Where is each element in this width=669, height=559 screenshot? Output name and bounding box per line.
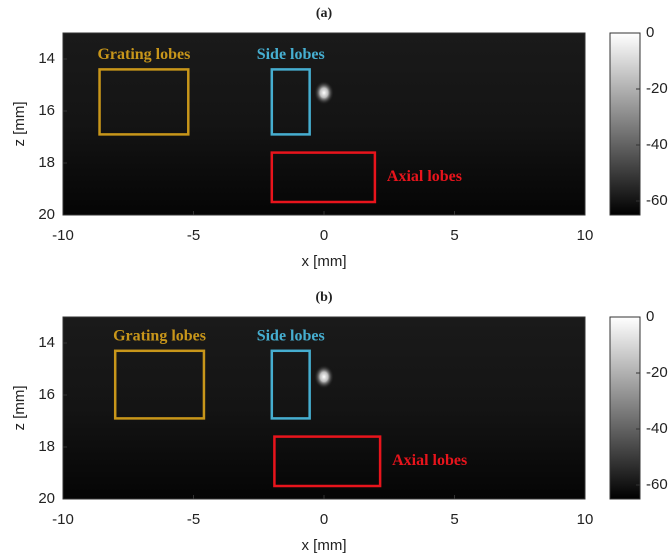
x-tick-label: 5 (450, 511, 458, 528)
colorbar-tick-label: -20 (646, 80, 668, 97)
annotation-label: Side lobes (257, 327, 325, 344)
y-tick-label: 18 (38, 154, 55, 171)
annotation-label: Grating lobes (113, 327, 206, 344)
y-axis-label: z [mm] (11, 102, 28, 147)
colorbar-tick-label: 0 (646, 24, 654, 41)
y-tick-label: 20 (38, 490, 55, 507)
annotation-box (273, 435, 382, 488)
colorbar-tick-label: -20 (646, 364, 668, 381)
x-tick-label: -10 (52, 511, 74, 528)
x-tick-label: 0 (320, 227, 328, 244)
y-axis-label: z [mm] (11, 386, 28, 431)
x-tick-label: -10 (52, 227, 74, 244)
colorbar (609, 32, 641, 216)
x-axis-label: x [mm] (302, 253, 347, 270)
colorbar-tick-label: -60 (646, 192, 668, 209)
annotation-box (270, 151, 377, 204)
annotation-label: Axial lobes (392, 452, 467, 469)
y-tick-label: 18 (38, 438, 55, 455)
annotation-box (98, 68, 190, 136)
annotation-box (113, 349, 206, 420)
y-tick-label: 14 (38, 334, 55, 351)
y-tick-label: 16 (38, 102, 55, 119)
y-tick-label: 14 (38, 50, 55, 67)
x-tick-label: 0 (320, 511, 328, 528)
x-tick-label: 10 (577, 227, 594, 244)
y-tick-label: 20 (38, 206, 55, 223)
x-tick-label: 5 (450, 227, 458, 244)
annotation-box (270, 349, 311, 420)
panel-title: (a) (316, 6, 333, 21)
x-tick-label: -5 (187, 227, 200, 244)
annotation-label: Axial lobes (387, 168, 462, 185)
x-axis-label: x [mm] (302, 537, 347, 554)
colorbar-tick-label: -60 (646, 476, 668, 493)
y-tick-label: 16 (38, 386, 55, 403)
point-target (314, 80, 334, 105)
image (63, 317, 585, 499)
colorbar-tick-label: -40 (646, 136, 668, 153)
panel-title: (b) (315, 290, 332, 305)
annotation-label: Grating lobes (97, 46, 190, 63)
x-tick-label: -5 (187, 511, 200, 528)
annotation-box (270, 68, 311, 136)
colorbar-tick-label: 0 (646, 308, 654, 325)
colorbar (609, 316, 641, 500)
image (63, 33, 585, 215)
x-tick-label: 10 (577, 511, 594, 528)
colorbar-tick-label: -40 (646, 420, 668, 437)
annotation-label: Side lobes (257, 46, 325, 63)
point-target (314, 364, 334, 389)
